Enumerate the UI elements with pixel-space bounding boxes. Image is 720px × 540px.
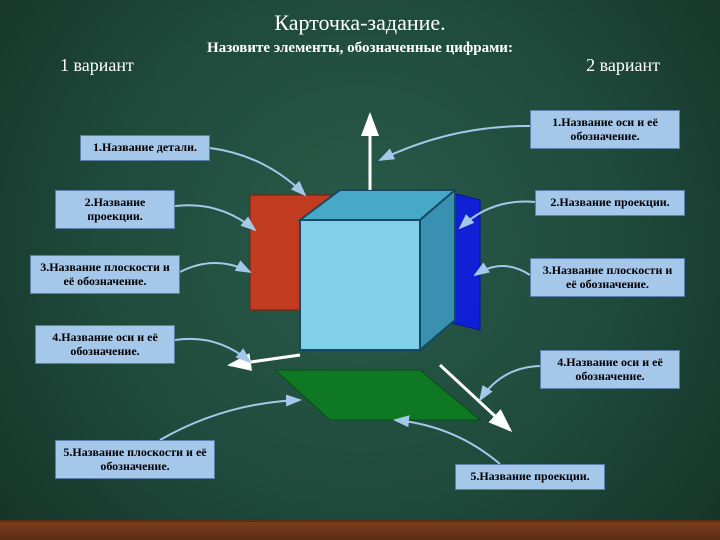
main-title: Карточка-задание.	[0, 10, 720, 36]
label-r2: 2.Название проекции.	[535, 190, 685, 216]
variant-right-label: 2 вариант	[586, 55, 660, 76]
variant-left-label: 1 вариант	[60, 55, 134, 76]
label-l1: 1.Название детали.	[80, 135, 210, 161]
cube-front	[300, 220, 420, 350]
label-l5: 5.Название плоскости и её обозначение.	[55, 440, 215, 479]
plane-green	[275, 370, 480, 420]
label-r3: 3.Название плоскости и её обозначение.	[530, 258, 685, 297]
label-l4: 4.Название оси и её обозначение.	[35, 325, 175, 364]
label-r5: 5.Название проекции.	[455, 464, 605, 490]
slide-stage: Карточка-задание. Назовите элементы, обо…	[0, 0, 720, 540]
label-r1: 1.Название оси и её обозначение.	[530, 110, 680, 149]
chalkboard-shelf	[0, 520, 720, 540]
label-l2: 2.Название проекции.	[55, 190, 175, 229]
label-l3: 3.Название плоскости и её обозначение.	[30, 255, 180, 294]
label-r4: 4.Название оси и её обозначение.	[540, 350, 680, 389]
